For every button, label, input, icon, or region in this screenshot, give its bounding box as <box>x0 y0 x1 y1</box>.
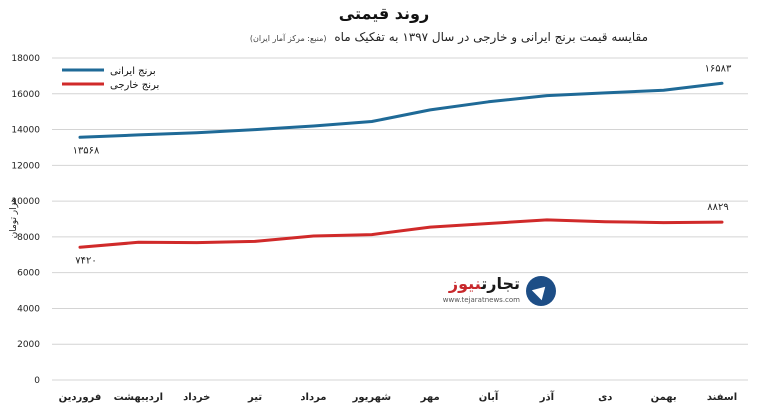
legend-label: برنج ایرانی <box>110 66 156 77</box>
y-tick-label: 14000 <box>11 126 40 136</box>
y-tick-label: 8000 <box>17 233 40 243</box>
x-tick-label: تیر <box>247 392 262 403</box>
y-tick-label: 6000 <box>17 269 40 279</box>
series-lines <box>78 81 724 249</box>
legend: برنج ایرانی برنج خارجی <box>62 66 159 91</box>
x-tick-label: اردیبهشت <box>114 392 164 403</box>
data-label: ۱۳۵۶۸ <box>73 145 100 156</box>
x-tick-label: شهریور <box>352 392 392 403</box>
chart-subtitle: مقایسه قیمت برنج ایرانی و خارجی در سال ۱… <box>250 30 648 44</box>
series-line-0 <box>78 81 724 139</box>
data-label: ۸۸۲۹ <box>707 202 728 213</box>
data-labels: ۱۳۵۶۸ ۱۶۵۸۳ ۷۴۲۰ ۸۸۲۹ <box>73 63 732 266</box>
watermark-logo: تجارتنیوز www.tejaratnews.com <box>432 272 558 310</box>
data-label: ۱۶۵۸۳ <box>705 63 732 74</box>
x-tick-label: فروردین <box>59 392 102 403</box>
chart-subtitle-text: مقایسه قیمت برنج ایرانی و خارجی در سال ۱… <box>334 30 648 44</box>
watermark-name-part2: نیوز <box>448 274 482 293</box>
grid-lines <box>52 57 748 381</box>
data-label: ۷۴۲۰ <box>75 255 96 266</box>
x-tick-label: بهمن <box>651 392 677 403</box>
x-tick-label: آذر <box>539 390 555 403</box>
x-tick-label: مرداد <box>300 392 326 403</box>
x-tick-label: دی <box>598 392 612 403</box>
y-tick-label: 18000 <box>11 54 40 64</box>
x-tick-label: خرداد <box>183 392 210 403</box>
x-tick-label: اسفند <box>707 392 737 403</box>
y-tick-label: 4000 <box>17 304 40 314</box>
x-tick-label: آبان <box>479 390 499 403</box>
chart-title: روند قیمتی <box>338 4 430 23</box>
x-axis-ticks: فروردین اردیبهشت خرداد تیر مرداد شهریور مهر آبا… <box>59 390 737 403</box>
watermark-name: تجارتنیوز <box>449 274 520 293</box>
x-tick-label: مهر <box>420 392 440 403</box>
tejarat-arrow-icon <box>526 276 556 306</box>
y-tick-label: 2000 <box>17 340 40 350</box>
y-tick-label: 10000 <box>11 197 40 207</box>
y-tick-label: 12000 <box>11 161 40 171</box>
watermark-url: www.tejaratnews.com <box>442 296 520 304</box>
y-tick-label: 16000 <box>11 90 40 100</box>
legend-label: برنج خارجی <box>110 80 159 91</box>
series-line-1 <box>78 218 724 249</box>
y-axis-ticks: 0 2000 4000 6000 8000 10000 12000 14000 16000 180… <box>11 54 40 386</box>
y-tick-label: 0 <box>34 376 40 386</box>
watermark-name-part1: تجارت <box>481 274 520 293</box>
chart-source: (منبع: مرکز آمار ایران) <box>249 34 327 43</box>
y-axis-label: هزار تومان <box>9 197 19 238</box>
